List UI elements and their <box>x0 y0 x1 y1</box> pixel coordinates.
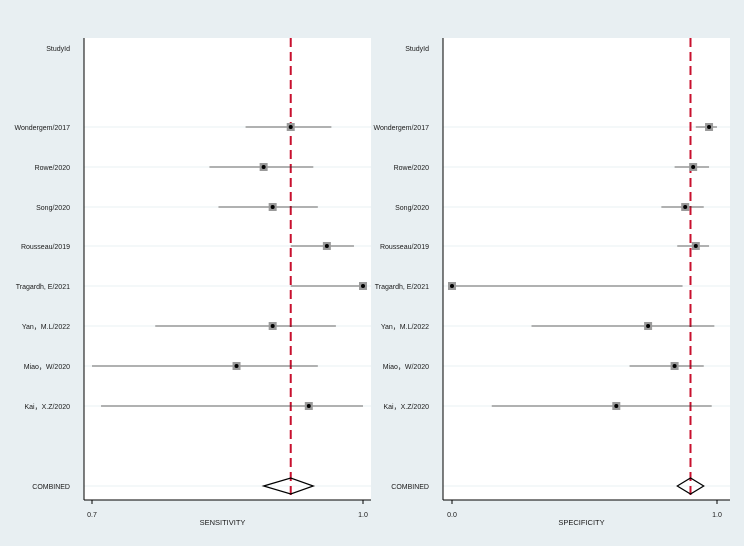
sensitivity-panel: StudyId Wondergem/2017 Rowe/2020 Song/2020 R… <box>14 38 371 527</box>
x-tick-label: 1.0 <box>358 512 368 519</box>
study-label: Rousseau/2019 <box>21 244 70 251</box>
x-axis-label: SPECIFICITY <box>558 518 604 527</box>
point-estimate <box>683 205 688 209</box>
x-tick-label: 0.7 <box>87 512 97 519</box>
study-label: Rowe/2020 <box>394 165 430 172</box>
point-estimate <box>361 284 365 288</box>
study-label: Yan，M.L/2022 <box>22 324 70 331</box>
study-label: Rowe/2020 <box>35 165 71 172</box>
combined-diamond <box>261 477 316 495</box>
x-axis-label: SENSITIVITY <box>200 518 246 527</box>
point-estimate <box>614 404 619 408</box>
point-estimate <box>306 404 311 408</box>
study-label: Wondergem/2017 <box>373 125 429 132</box>
studyid-header: StudyId <box>46 46 70 53</box>
point-estimate <box>288 125 293 129</box>
combined-diamond <box>676 477 705 495</box>
study-label: Yan，M.L/2022 <box>381 324 429 331</box>
study-label: Song/2020 <box>36 205 70 212</box>
point-estimate <box>450 284 454 288</box>
point-estimate <box>270 205 275 209</box>
combined-label: COMBINED <box>391 484 429 491</box>
x-tick-label: 0.0 <box>447 512 457 519</box>
studyid-header: StudyId <box>405 46 429 53</box>
study-label: Kai，X.Z/2020 <box>383 404 429 411</box>
study-label: Kai，X.Z/2020 <box>24 404 70 411</box>
point-estimate <box>672 364 677 368</box>
study-label: Miao，W/2020 <box>24 364 70 371</box>
study-label: Wondergem/2017 <box>14 125 70 132</box>
point-estimate <box>234 364 239 368</box>
plot-area <box>443 38 730 500</box>
study-label: Rousseau/2019 <box>380 244 429 251</box>
point-estimate <box>324 244 329 248</box>
plot-area <box>84 38 371 500</box>
point-estimate <box>707 125 712 129</box>
point-estimate <box>693 244 698 248</box>
study-label: Miao，W/2020 <box>383 364 429 371</box>
x-tick-label: 1.0 <box>712 512 722 519</box>
study-label: Tragardh, E/2021 <box>16 284 70 291</box>
point-estimate <box>691 165 696 169</box>
point-estimate <box>270 324 275 328</box>
point-estimate <box>261 165 266 169</box>
specificity-panel: StudyId Wondergem/2017 Rowe/2020 Song/2020 R… <box>373 38 730 527</box>
combined-label: COMBINED <box>32 484 70 491</box>
study-label: Tragardh, E/2021 <box>375 284 429 291</box>
study-label: Song/2020 <box>395 205 429 212</box>
point-estimate <box>646 324 651 328</box>
